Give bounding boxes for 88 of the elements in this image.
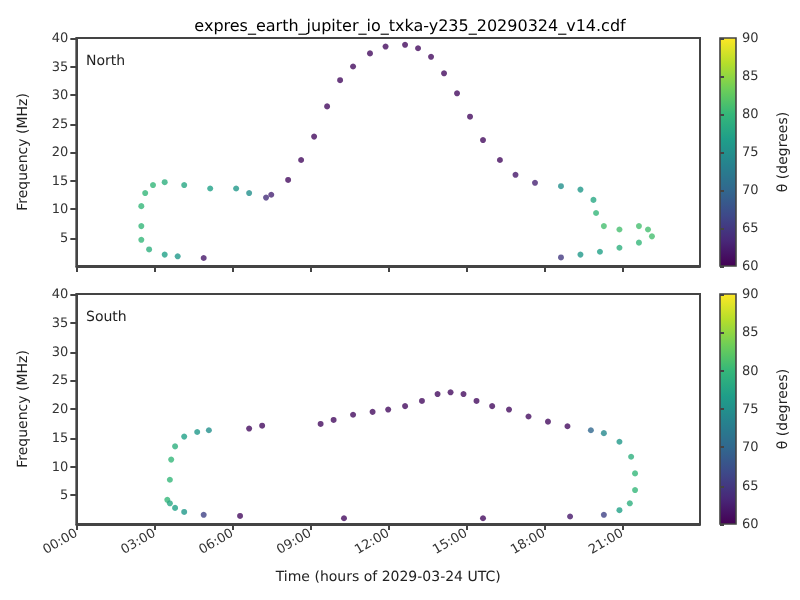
point [233, 185, 240, 192]
point [616, 438, 623, 445]
point [506, 406, 512, 413]
point [577, 186, 584, 193]
point [382, 43, 389, 50]
point [480, 515, 487, 522]
point [434, 391, 441, 398]
point [207, 185, 214, 192]
point [600, 511, 607, 518]
point [564, 423, 571, 430]
point [174, 253, 181, 260]
point [402, 41, 409, 48]
point [616, 226, 623, 233]
point [166, 476, 173, 483]
point [632, 470, 639, 477]
point [415, 45, 422, 52]
point [628, 453, 635, 460]
point [587, 427, 594, 434]
point [512, 171, 519, 178]
point [259, 422, 266, 429]
point [324, 103, 331, 110]
point [161, 179, 168, 186]
point [635, 223, 642, 230]
point [428, 53, 435, 60]
point [567, 513, 574, 520]
point [246, 425, 253, 432]
point [593, 209, 600, 216]
point [480, 137, 487, 144]
point [205, 427, 212, 434]
chart-title: expres_earth_jupiter_io_txka-y235_20290324_v14.cdf [194, 17, 627, 35]
point [648, 233, 655, 240]
point [557, 183, 564, 190]
point [161, 251, 168, 258]
point [402, 403, 409, 410]
point [454, 90, 461, 97]
point [600, 430, 607, 437]
point [268, 191, 275, 198]
point [138, 203, 145, 210]
point [181, 433, 188, 440]
point [473, 397, 480, 404]
point [194, 429, 201, 435]
point [181, 182, 188, 189]
point [200, 511, 207, 518]
point [263, 194, 270, 201]
point [138, 223, 145, 230]
point [350, 63, 357, 70]
point [366, 50, 373, 57]
point [489, 403, 496, 410]
point [532, 179, 538, 186]
point [467, 113, 474, 120]
point [311, 133, 318, 140]
point [172, 504, 179, 511]
point [645, 226, 652, 233]
point [142, 190, 149, 197]
point [350, 411, 357, 418]
point [168, 456, 175, 463]
point [460, 391, 467, 398]
point [616, 244, 623, 251]
point [525, 413, 532, 420]
point [600, 223, 607, 230]
point [544, 418, 551, 425]
point [172, 443, 179, 450]
point [496, 156, 503, 163]
point [146, 246, 153, 253]
point [237, 512, 244, 519]
point [337, 77, 344, 84]
point [181, 508, 188, 515]
point [418, 397, 425, 404]
point [341, 515, 347, 522]
point [330, 416, 337, 423]
point [632, 487, 639, 494]
point [590, 196, 597, 203]
point [285, 176, 292, 183]
point [138, 236, 145, 243]
point [298, 156, 305, 163]
point [441, 70, 448, 77]
point [616, 507, 623, 514]
point [557, 254, 564, 261]
point [317, 420, 324, 427]
point [596, 248, 603, 255]
point [385, 406, 392, 413]
point [635, 239, 642, 246]
point [246, 190, 253, 197]
point [626, 500, 633, 507]
point [200, 255, 207, 262]
point [369, 408, 376, 415]
point [577, 251, 584, 258]
point [150, 182, 156, 189]
